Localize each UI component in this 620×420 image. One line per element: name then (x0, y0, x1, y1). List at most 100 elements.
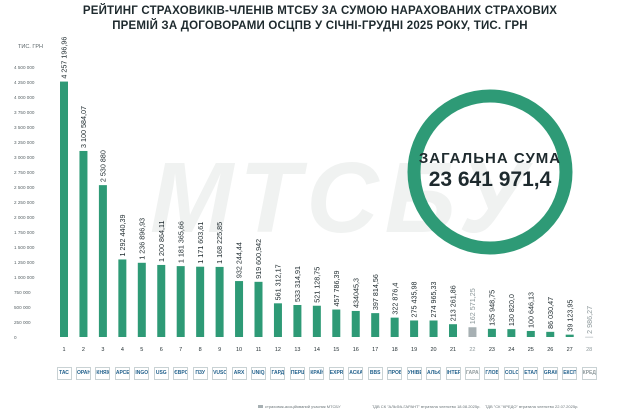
bar (98, 185, 107, 337)
total-ring (407, 89, 573, 255)
legend-swatch (258, 405, 263, 409)
bar-value-label: 932 244,44 (235, 242, 244, 278)
bar-value-label: 434045,3 (351, 278, 360, 308)
bar (507, 329, 516, 337)
bar-value-label: 1 168 225,85 (215, 222, 224, 264)
y-tick-label: 1 000 000 (14, 275, 35, 280)
bar-value-label: 130 820,0 (507, 294, 516, 326)
insurer-logo: АРСЕНАЛ (114, 367, 130, 380)
insurer-logo: ІНТЕР (445, 367, 461, 380)
y-tick-label: 1 500 000 (14, 245, 35, 250)
bar-value-label: 533 314,91 (293, 266, 302, 302)
insurer-logo: COLONNADE (503, 367, 519, 380)
bar (429, 320, 438, 337)
bar-value-label: 561 312,17 (274, 264, 283, 300)
x-tick-label: 18 (392, 347, 398, 353)
insurer-logo: ТАС (56, 367, 72, 380)
y-tick-label: 750 000 (14, 290, 31, 295)
bar-value-label: 919 600,942 (254, 239, 263, 279)
x-tick-label: 25 (528, 347, 534, 353)
bar-value-label: 457 786,39 (332, 271, 341, 307)
bar (79, 150, 88, 337)
bar-value-label: 322 876,4 (390, 283, 399, 315)
insurer-logo: АСКА (348, 367, 364, 380)
bar-value-label: 1 236 896,93 (137, 218, 146, 260)
bar (273, 303, 282, 337)
x-tick-label: 23 (489, 347, 495, 353)
x-tick-label: 9 (218, 347, 221, 353)
y-tick-label: 2 750 000 (14, 170, 35, 175)
bar-value-label: 275 435,98 (410, 281, 419, 317)
bar (371, 313, 380, 337)
insurer-logo: УНІВЕРСАЛЬНА (406, 367, 422, 380)
bar (196, 266, 205, 337)
y-tick-label: 1 250 000 (14, 260, 35, 265)
x-tick-label: 14 (314, 347, 320, 353)
bar-value-label: 1 200 864,11 (157, 221, 166, 262)
bar (468, 327, 477, 337)
insurer-logo: GRAWE (542, 367, 558, 380)
x-tick-label: 13 (294, 347, 300, 353)
x-tick-label: 21 (450, 347, 456, 353)
x-tick-label: 20 (430, 347, 436, 353)
bar (487, 328, 496, 337)
x-tick-label: 5 (140, 347, 143, 353)
y-tick-label: 2 000 000 (14, 215, 35, 220)
x-tick-label: 15 (333, 347, 339, 353)
total-value: 23 641 971,4 (428, 168, 552, 191)
bar-value-label: 1 181 365,66 (176, 221, 185, 263)
insurer-logo: VUSO (212, 367, 228, 380)
x-tick-label: 19 (411, 347, 417, 353)
x-tick-label: 6 (160, 347, 163, 353)
bar-value-label: 1 171 603,61 (196, 222, 205, 264)
bar (137, 262, 146, 337)
insurer-logo: КРЕДО (581, 367, 597, 380)
x-tick-label: 28 (586, 347, 592, 353)
x-tick-label: 8 (199, 347, 202, 353)
bar (565, 334, 574, 337)
bar (312, 305, 321, 337)
y-tick-label: 4 250 000 (14, 80, 35, 85)
total-label: ЗАГАЛЬНА СУМА (418, 150, 562, 167)
bar-value-label: 2 530 880 (99, 150, 108, 182)
x-tick-label: 2 (82, 347, 85, 353)
bar (60, 81, 68, 338)
bar (332, 309, 341, 337)
legend-text: страховик-асоційований учасник МТСБУ (265, 404, 341, 409)
x-tick-label: 4 (121, 347, 124, 353)
insurer-logo: ЄВРОІНС (173, 367, 189, 380)
insurer-logo: ЕТАЛОН (523, 367, 539, 380)
insurer-logo: EXPRESS (328, 367, 344, 380)
insurer-logo: ARX (231, 367, 247, 380)
y-tick-label: 4 500 000 (14, 65, 35, 70)
bar (546, 331, 555, 337)
bar-value-label: 213 261,86 (449, 285, 458, 321)
bar-value-label: 135 948,75 (488, 290, 497, 326)
footer-note-2: ТДВ "СК "КРЕДО" втратила членство 22.07.… (485, 404, 579, 409)
x-tick-label: 24 (508, 347, 514, 353)
x-tick-label: 7 (179, 347, 182, 353)
bar (390, 317, 399, 337)
x-tick-label: 3 (101, 347, 104, 353)
y-tick-label: 3 500 000 (14, 125, 35, 130)
bar (254, 281, 263, 337)
bar-value-label: 162 571,25 (468, 288, 477, 324)
y-tick-label: 3 000 000 (14, 155, 35, 160)
bar-value-label: 39 123,95 (565, 300, 574, 332)
x-tick-label: 11 (256, 347, 262, 353)
insurer-logo: ЕКСПРЕС (562, 367, 578, 380)
bar-value-label: 3 100 584,07 (79, 106, 88, 148)
insurer-logo: BBS (367, 367, 383, 380)
bar-value-label: 100 646,13 (526, 292, 535, 328)
insurer-logo: INGO (134, 367, 150, 380)
y-tick-label: 3 750 000 (14, 110, 35, 115)
bar-value-label: 1 292 440,39 (118, 214, 127, 256)
insurer-logo: ПРОВІДНА (387, 367, 403, 380)
x-tick-label: 1 (62, 347, 65, 353)
insurer-logo: ОРАНТА (75, 367, 91, 380)
bar-value-label: 2 986,27 (585, 306, 594, 334)
bar-value-label: 521 128,75 (312, 267, 321, 303)
x-tick-label: 17 (372, 347, 378, 353)
bar (215, 266, 224, 337)
x-tick-label: 16 (353, 347, 359, 353)
